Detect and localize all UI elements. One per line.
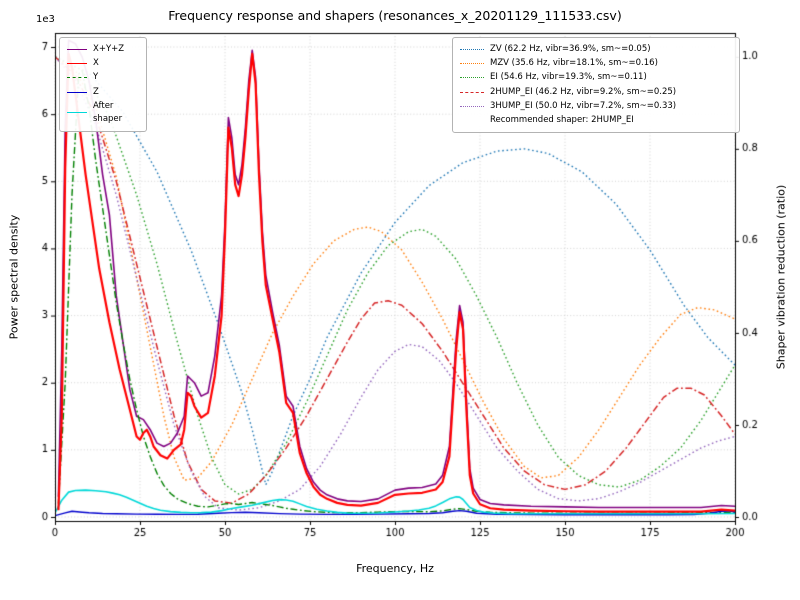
chart-title: Frequency response and shapers (resonanc…	[168, 8, 622, 23]
zv-line-sample	[460, 49, 484, 51]
xyz-line-sample	[67, 49, 87, 51]
legend-label: 2HUMP_EI (46.2 Hz, vibr=9.2%, sm~=0.25)	[490, 86, 677, 97]
2hump-ei-line-sample	[460, 91, 484, 93]
legend-entry-ei: EI (54.6 Hz, vibr=19.3%, sm~=0.11)	[460, 71, 732, 84]
left-y-axis-label: Power spectral density	[7, 214, 21, 340]
x-line-sample	[67, 63, 87, 65]
legend-label: After shaper	[93, 100, 123, 124]
legend-entry-z: Z	[67, 86, 139, 99]
x-axis-label: Frequency, Hz	[356, 562, 434, 575]
legend-entry-2hump-ei: 2HUMP_EI (46.2 Hz, vibr=9.2%, sm~=0.25)	[460, 86, 732, 99]
legend-entry-3hump-ei: 3HUMP_EI (50.0 Hz, vibr=7.2%, sm~=0.33)	[460, 100, 732, 113]
recommended-shaper-note: Recommended shaper: 2HUMP_EI	[460, 114, 732, 127]
y-axis-offset-label: 1e3	[36, 14, 55, 25]
legend-note-label: Recommended shaper: 2HUMP_EI	[490, 114, 634, 125]
legend-entry-xyz: X+Y+Z	[67, 43, 139, 56]
right-y-axis-label: Shaper vibration reduction (ratio)	[774, 184, 788, 370]
legend-label: MZV (35.6 Hz, vibr=18.1%, sm~=0.16)	[490, 58, 658, 69]
legend-label: 3HUMP_EI (50.0 Hz, vibr=7.2%, sm~=0.33)	[490, 100, 677, 111]
shaper-legend: ZV (62.2 Hz, vibr=36.9%, sm~=0.05) MZV (…	[452, 37, 740, 134]
legend-label: X	[93, 58, 99, 69]
psd-legend: X+Y+Z X Y Z After shaper	[59, 37, 147, 133]
legend-label: X+Y+Z	[93, 44, 125, 54]
ei-line-sample	[460, 77, 484, 79]
y-line-sample	[67, 77, 87, 79]
mzv-line-sample	[460, 63, 484, 65]
legend-entry-after-shaper: After shaper	[67, 100, 139, 126]
after-shaper-line-sample	[67, 112, 87, 114]
legend-label: Y	[93, 72, 99, 83]
z-line-sample	[67, 91, 87, 93]
legend-label: Z	[93, 86, 99, 97]
legend-entry-mzv: MZV (35.6 Hz, vibr=18.1%, sm~=0.16)	[460, 57, 732, 70]
legend-entry-x: X	[67, 57, 139, 70]
3hump-ei-line-sample	[460, 105, 484, 107]
legend-entry-y: Y	[67, 71, 139, 84]
legend-entry-zv: ZV (62.2 Hz, vibr=36.9%, sm~=0.05)	[460, 43, 732, 56]
legend-label: EI (54.6 Hz, vibr=19.3%, sm~=0.11)	[490, 72, 647, 83]
empty-line-sample	[460, 120, 484, 121]
legend-label: ZV (62.2 Hz, vibr=36.9%, sm~=0.05)	[490, 44, 651, 54]
